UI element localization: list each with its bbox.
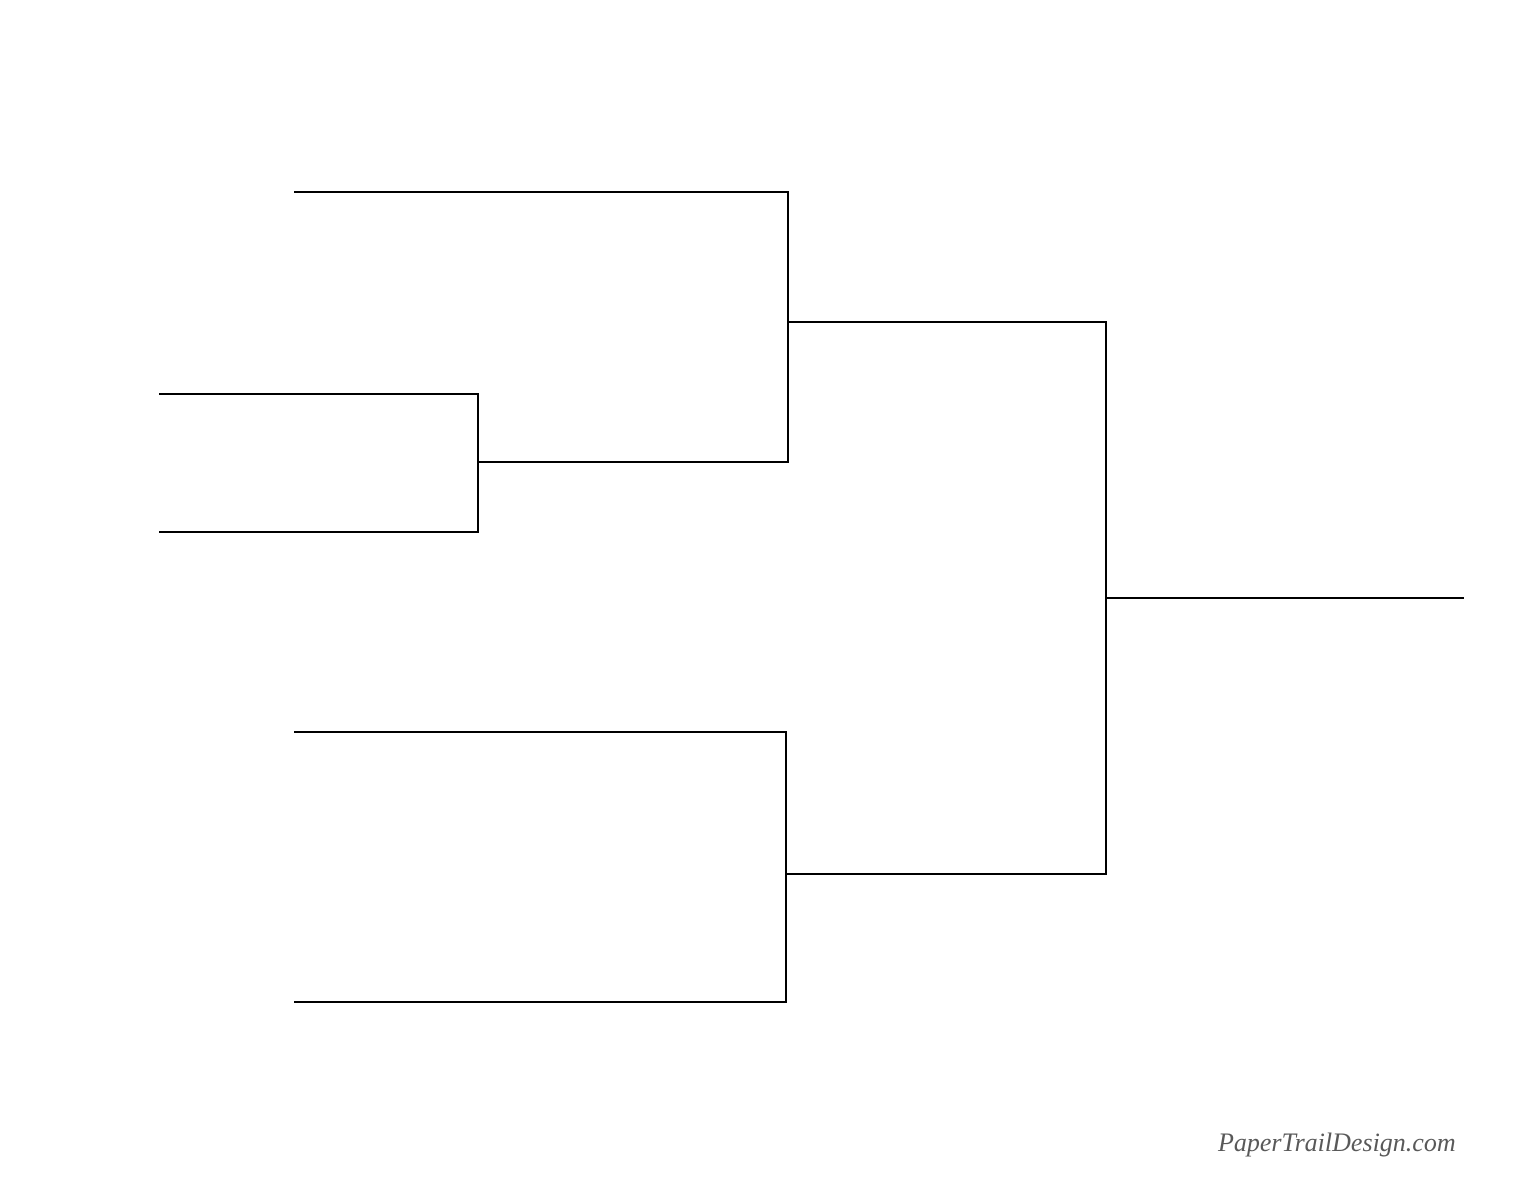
tournament-bracket: [0, 0, 1536, 1187]
footer-attribution: PaperTrailDesign.com: [1218, 1128, 1456, 1158]
